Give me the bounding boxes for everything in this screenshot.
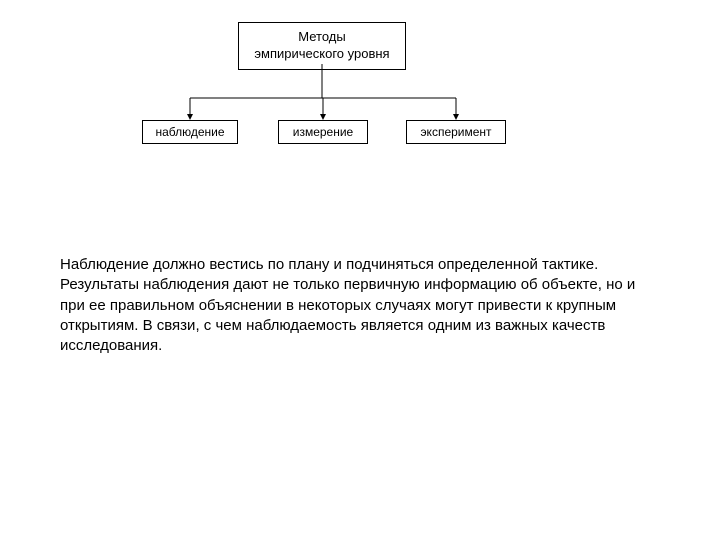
description-paragraph: Наблюдение должно вестись по плану и под… xyxy=(60,255,640,356)
root-node-label: Методы эмпирического уровня xyxy=(251,29,393,63)
child-node-2-label: эксперимент xyxy=(420,125,491,139)
root-node: Методы эмпирического уровня xyxy=(238,22,406,70)
child-node-1-label: измерение xyxy=(293,125,353,139)
child-node-0: наблюдение xyxy=(142,120,238,144)
child-node-0-label: наблюдение xyxy=(155,125,224,139)
diagram-area: Методы эмпирического уровня наблюдение и… xyxy=(0,0,720,180)
child-node-1: измерение xyxy=(278,120,368,144)
child-node-2: эксперимент xyxy=(406,120,506,144)
